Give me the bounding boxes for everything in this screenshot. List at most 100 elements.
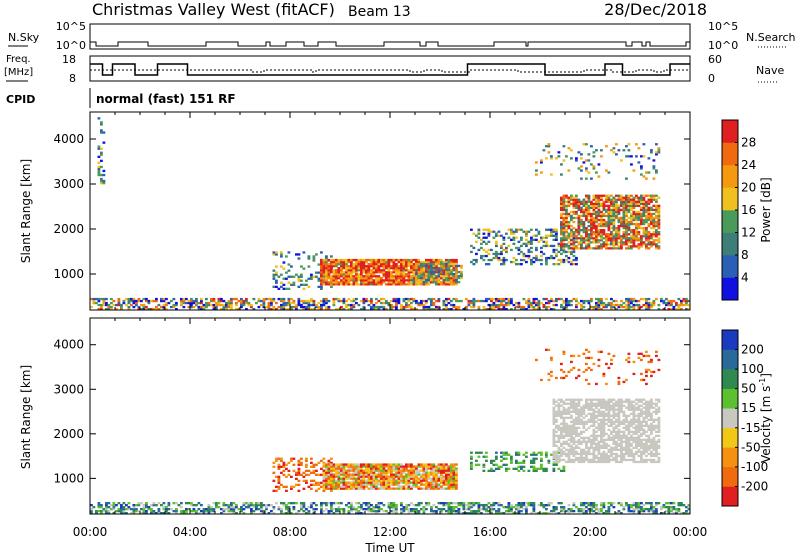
heatmap-cell xyxy=(112,506,116,509)
heatmap-cell xyxy=(575,426,578,429)
heatmap-cell xyxy=(382,487,386,490)
heatmap-cell xyxy=(527,504,531,507)
heatmap-cell xyxy=(415,475,418,478)
heatmap-cell xyxy=(100,179,103,183)
freq-frame xyxy=(89,55,691,82)
heatmap-cell xyxy=(430,463,433,466)
heatmap-cell xyxy=(630,200,633,203)
heatmap-cell xyxy=(627,202,631,205)
heatmap-cell xyxy=(562,227,566,230)
heatmap-cell xyxy=(350,305,353,309)
heatmap-cell xyxy=(530,238,533,241)
heatmap-cell xyxy=(375,277,378,280)
heatmap-cell xyxy=(495,297,498,301)
heatmap-cell xyxy=(420,283,423,286)
heatmap-cell xyxy=(642,214,646,218)
heatmap-cell xyxy=(362,299,366,303)
heatmap-cell xyxy=(635,502,638,505)
heatmap-cell xyxy=(95,512,98,515)
heatmap-cell xyxy=(560,454,563,458)
heatmap-cell xyxy=(585,169,588,172)
heatmap-cell xyxy=(475,234,478,237)
heatmap-cell xyxy=(320,508,323,511)
heatmap-cell xyxy=(445,265,448,268)
heatmap-cell xyxy=(605,239,608,242)
heatmap-cell xyxy=(275,485,278,488)
heatmap-cell xyxy=(332,297,336,301)
heatmap-cell xyxy=(597,245,601,248)
heatmap-cell xyxy=(140,502,143,505)
heatmap-cell xyxy=(425,301,428,305)
heatmap-cell xyxy=(415,281,418,284)
heatmap-cell xyxy=(100,303,103,307)
heatmap-cell xyxy=(165,301,168,305)
heatmap-cell xyxy=(490,506,493,509)
heatmap-cell xyxy=(435,510,438,513)
heatmap-cell xyxy=(392,487,396,490)
heatmap-cell xyxy=(657,149,661,152)
heatmap-cell xyxy=(577,460,581,464)
heatmap-cell xyxy=(400,269,403,272)
heatmap-cell xyxy=(172,297,176,301)
heatmap-cell xyxy=(442,471,446,474)
heatmap-cell xyxy=(555,254,558,258)
heatmap-cell xyxy=(370,269,373,272)
heatmap-cell xyxy=(600,502,603,505)
heatmap-cell xyxy=(330,258,333,262)
heatmap-cell xyxy=(370,283,373,286)
heatmap-cell xyxy=(425,477,428,480)
heatmap-cell xyxy=(352,258,356,262)
heatmap-cell xyxy=(580,303,583,307)
heatmap-cell xyxy=(575,450,578,453)
heatmap-cell xyxy=(600,155,603,158)
heatmap-cell xyxy=(337,260,341,264)
heatmap-cell xyxy=(102,179,106,183)
heatmap-cell xyxy=(580,229,583,232)
heatmap-cell xyxy=(617,227,621,230)
heatmap-cell xyxy=(572,406,576,409)
heatmap-cell xyxy=(422,487,426,490)
heatmap-cell xyxy=(207,508,211,511)
heatmap-cell xyxy=(367,469,371,472)
heatmap-cell xyxy=(612,206,616,209)
heatmap-cell xyxy=(520,502,523,505)
heatmap-cell xyxy=(572,247,576,250)
nsearch-tick-top: 10^5 xyxy=(708,20,738,33)
heatmap-cell xyxy=(555,444,558,447)
heatmap-cell xyxy=(632,229,636,232)
heatmap-cell xyxy=(400,510,403,513)
heatmap-cell xyxy=(600,210,603,214)
heatmap-cell xyxy=(337,479,341,482)
heatmap-cell xyxy=(625,502,628,505)
heatmap-cell xyxy=(565,204,568,207)
heatmap-cell xyxy=(325,301,328,305)
heatmap-cell xyxy=(352,275,356,278)
heatmap-cell xyxy=(572,227,576,230)
heatmap-cell xyxy=(232,510,236,513)
heatmap-cell xyxy=(402,267,406,270)
heatmap-cell xyxy=(600,196,603,199)
heatmap-cell xyxy=(625,235,628,238)
heatmap-cell xyxy=(470,228,473,231)
heatmap-cell xyxy=(332,512,336,515)
heatmap-cell xyxy=(382,305,386,309)
heatmap-cell xyxy=(405,267,408,270)
heatmap-cell xyxy=(340,481,343,484)
heatmap-cell xyxy=(330,263,333,266)
heatmap-cell xyxy=(327,305,331,309)
heatmap-cell xyxy=(480,508,483,511)
heatmap-cell xyxy=(285,271,288,274)
heatmap-cell xyxy=(595,204,598,207)
heatmap-cell xyxy=(410,305,413,309)
heatmap-cell xyxy=(627,210,631,214)
heatmap-cell xyxy=(600,218,603,222)
heatmap-cell xyxy=(437,270,441,274)
heatmap-cell xyxy=(442,269,446,272)
heatmap-cell xyxy=(387,463,391,466)
heatmap-cell xyxy=(570,218,573,222)
heatmap-cell xyxy=(367,504,371,507)
heatmap-cell xyxy=(622,235,626,238)
heatmap-cell xyxy=(335,473,338,476)
heatmap-cell xyxy=(565,402,568,405)
heatmap-cell xyxy=(677,303,681,307)
